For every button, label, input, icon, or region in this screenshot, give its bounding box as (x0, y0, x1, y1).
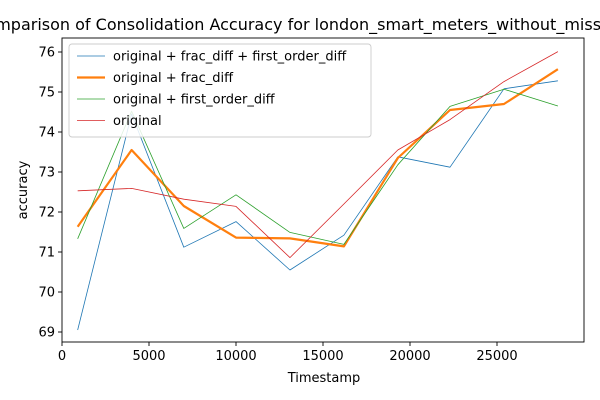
x-axis-label: Timestamp (287, 371, 361, 386)
x-tick-label: 20000 (389, 349, 430, 364)
x-tick-label: 15000 (302, 349, 343, 364)
y-tick-label: 72 (38, 206, 55, 221)
series-line-3 (77, 88, 559, 245)
y-tick-label: 70 (38, 286, 55, 301)
series-line-1 (77, 80, 558, 331)
chart-title: Comparison of Consolidation Accuracy for… (0, 15, 600, 35)
y-tick-label: 69 (38, 326, 55, 341)
y-tick-label: 74 (38, 126, 55, 141)
x-tick-label: 25000 (476, 349, 517, 364)
series-line-2 (76, 68, 559, 248)
series-line-4 (77, 51, 559, 259)
legend-box (68, 43, 372, 138)
legend-label-1: original + frac_diff + first_order_diff (113, 50, 347, 65)
legend-label-4: original (113, 114, 162, 129)
y-tick-label: 71 (38, 246, 55, 261)
y-tick-label: 73 (38, 166, 55, 181)
x-tick-label: 10000 (215, 349, 256, 364)
y-tick-label: 76 (38, 46, 55, 61)
legend-label-3: original + first_order_diff (113, 93, 276, 108)
y-axis-label: accuracy (16, 160, 31, 219)
legend-label-2: original + frac_diff (113, 71, 234, 86)
x-tick-label: 5000 (132, 349, 165, 364)
y-tick-label: 75 (38, 86, 55, 101)
y-axis: 69 70 71 72 73 74 75 76 (38, 46, 62, 341)
x-tick-label: 0 (58, 349, 66, 364)
legend: original + frac_diff + first_order_diffo… (68, 43, 372, 138)
x-axis: 0 5000 10000 15000 20000 25000 (58, 342, 518, 364)
